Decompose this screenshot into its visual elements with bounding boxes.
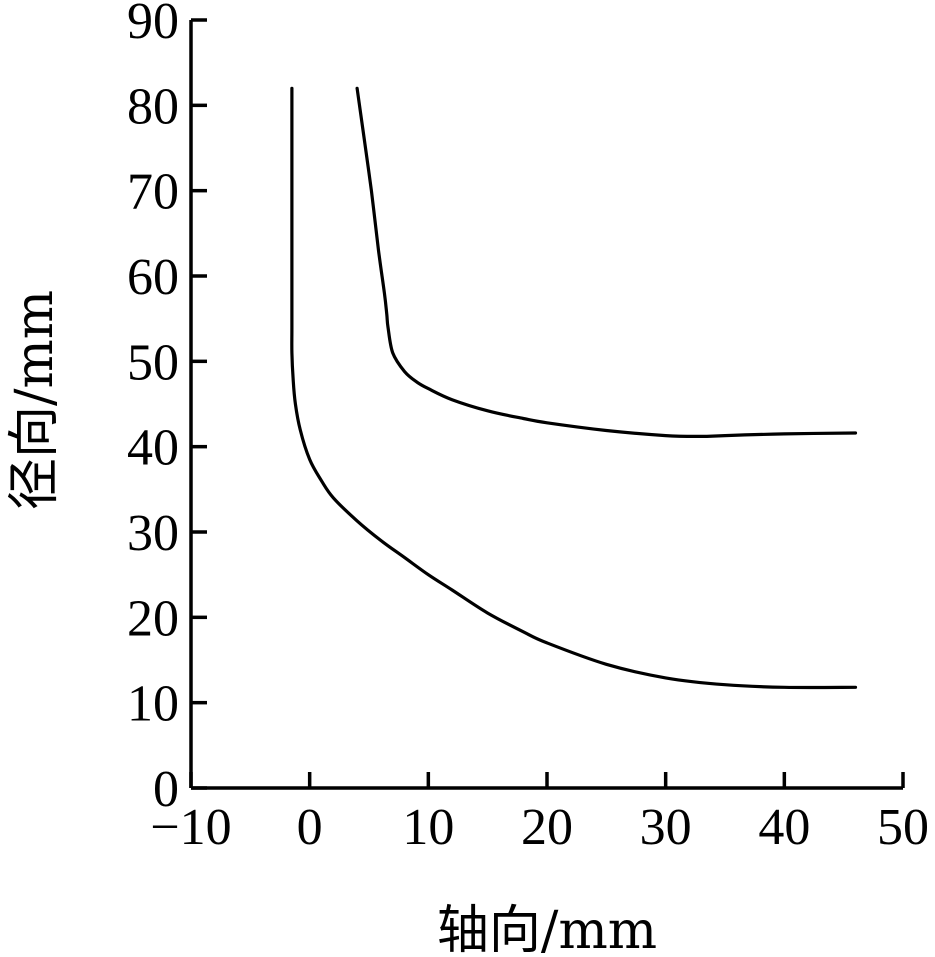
y-axis-title: 径向/mm (5, 290, 65, 510)
x-tick-label: 50 (877, 799, 929, 856)
series-line-1 (290, 86, 858, 690)
x-tick-label: 10 (402, 799, 454, 856)
y-tick-label: 20 (127, 590, 179, 647)
y-tick-label: 30 (127, 505, 179, 562)
y-tick-label: 80 (127, 78, 179, 135)
y-tick-label: 40 (127, 420, 179, 477)
y-tick-label: 50 (127, 334, 179, 391)
x-tick-label: 0 (297, 799, 323, 856)
series-line-2 (355, 86, 858, 439)
x-tick-label: 40 (758, 799, 810, 856)
series-layer (290, 86, 858, 690)
axes (189, 20, 903, 790)
x-tick-label: −10 (150, 799, 231, 856)
x-axis-title: 轴向/mm (437, 901, 657, 957)
y-tick-label: 60 (127, 249, 179, 306)
y-tick-label: 0 (153, 761, 179, 818)
y-tick-label: 90 (127, 0, 179, 50)
x-tick-label: 30 (640, 799, 692, 856)
y-tick-label: 70 (127, 164, 179, 221)
x-tick-label: 20 (521, 799, 573, 856)
y-tick-label: 10 (127, 676, 179, 733)
